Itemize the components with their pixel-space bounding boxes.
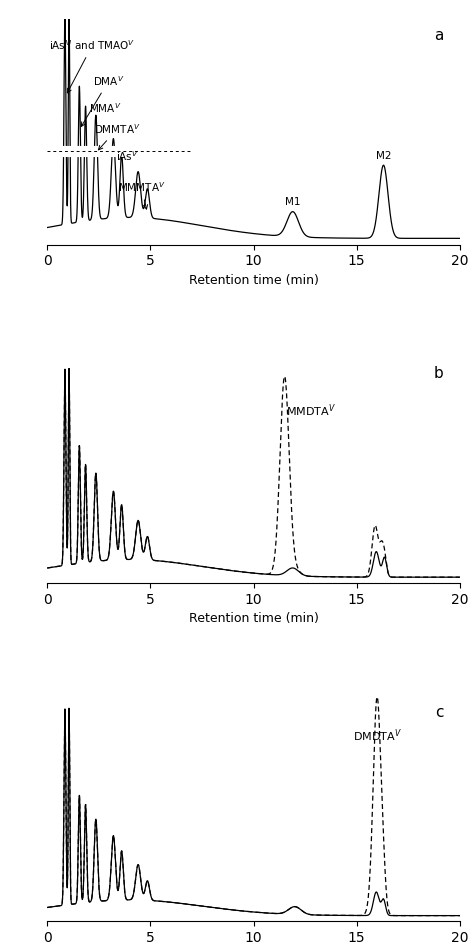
Text: M1: M1: [285, 198, 301, 207]
Text: iAs$^{V}$: iAs$^{V}$: [117, 149, 139, 163]
Text: DMA$^{V}$: DMA$^{V}$: [82, 74, 124, 126]
Text: DMMTA$^{V}$: DMMTA$^{V}$: [94, 123, 141, 150]
Text: MMDTA$^{V}$: MMDTA$^{V}$: [285, 403, 336, 419]
Text: c: c: [435, 705, 443, 720]
Text: M2: M2: [376, 151, 391, 162]
X-axis label: Retention time (min): Retention time (min): [189, 274, 319, 287]
Text: MMMTA$^{V}$: MMMTA$^{V}$: [118, 180, 165, 209]
Text: iAs$^{III}$ and TMAO$^{V}$: iAs$^{III}$ and TMAO$^{V}$: [49, 39, 136, 93]
Text: a: a: [434, 28, 443, 43]
Text: MMA$^{V}$: MMA$^{V}$: [89, 102, 121, 115]
Text: DMDTA$^{V}$: DMDTA$^{V}$: [353, 728, 401, 744]
X-axis label: Retention time (min): Retention time (min): [189, 613, 319, 625]
Text: b: b: [434, 367, 443, 382]
